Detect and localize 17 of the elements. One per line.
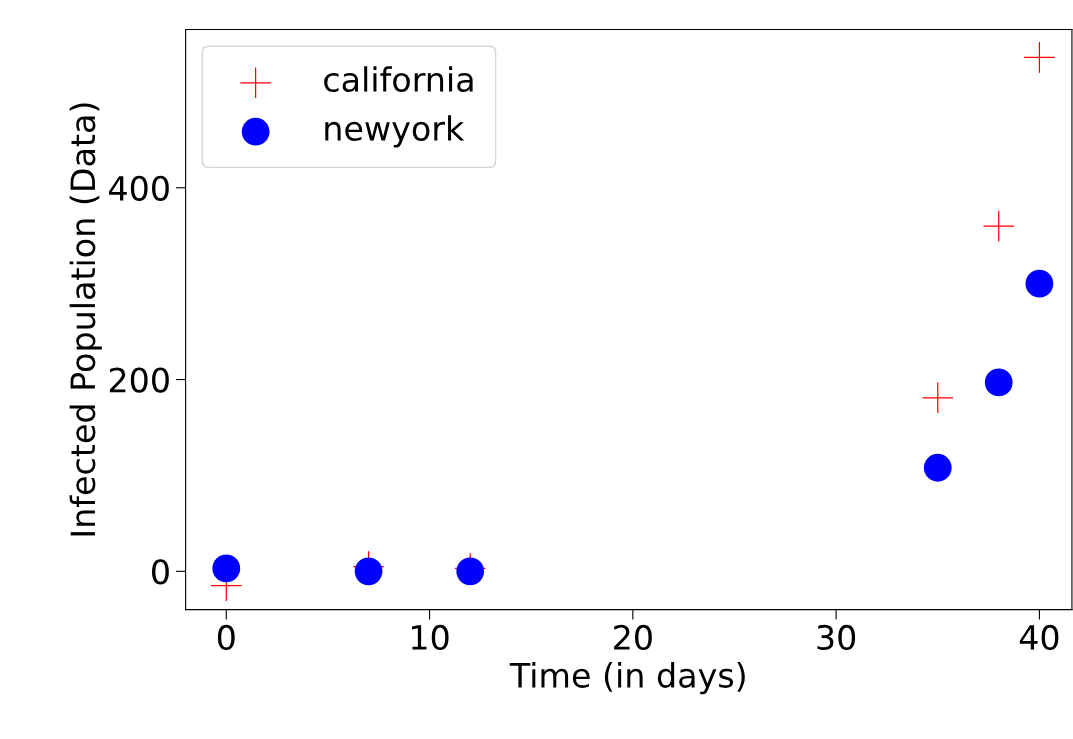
x-tick-label: 0 [217, 624, 235, 651]
y-tick-label: 200 [109, 367, 169, 393]
y-tick-label: 0 [152, 559, 169, 585]
point [212, 554, 241, 583]
x-tick-label: 40 [1019, 624, 1059, 651]
x-axis-title: Time (in days) [509, 662, 745, 695]
legend-label: california [324, 66, 473, 93]
x-tick-label: 30 [817, 624, 856, 651]
point [984, 368, 1013, 397]
point [1025, 269, 1054, 298]
legend-label: newyork [325, 115, 465, 148]
x-tick-label: 10 [412, 624, 449, 651]
y-axis-title: Infected Population (Data) [69, 103, 102, 536]
point [354, 557, 383, 586]
x-tick-label: 20 [614, 624, 652, 651]
point [923, 453, 952, 482]
y-tick-label: 400 [109, 175, 169, 201]
